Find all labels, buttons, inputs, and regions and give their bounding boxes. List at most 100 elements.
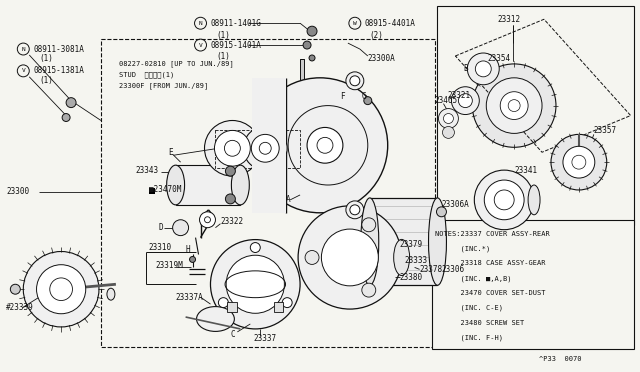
Bar bbox=[101, 39, 435, 347]
Circle shape bbox=[444, 113, 453, 124]
Circle shape bbox=[62, 113, 70, 122]
Circle shape bbox=[298, 206, 402, 309]
Circle shape bbox=[551, 134, 607, 190]
Text: ■23470M: ■23470M bbox=[148, 186, 181, 195]
Ellipse shape bbox=[252, 78, 388, 213]
Text: (INC. ■,A,B): (INC. ■,A,B) bbox=[435, 275, 512, 282]
Circle shape bbox=[303, 41, 311, 49]
Circle shape bbox=[436, 207, 447, 217]
Circle shape bbox=[225, 194, 236, 204]
Circle shape bbox=[307, 26, 317, 36]
Text: 23321: 23321 bbox=[447, 91, 470, 100]
Circle shape bbox=[486, 78, 542, 134]
Ellipse shape bbox=[107, 288, 115, 300]
Bar bbox=[227, 302, 237, 312]
Circle shape bbox=[282, 298, 292, 308]
Bar bbox=[273, 302, 284, 312]
Text: D: D bbox=[159, 223, 163, 232]
Circle shape bbox=[36, 265, 86, 314]
Circle shape bbox=[205, 121, 260, 176]
Text: 08915-4401A: 08915-4401A bbox=[365, 19, 415, 28]
Text: 23337: 23337 bbox=[253, 334, 276, 343]
Circle shape bbox=[484, 180, 524, 220]
Circle shape bbox=[66, 98, 76, 108]
Circle shape bbox=[226, 255, 284, 313]
Circle shape bbox=[500, 92, 528, 119]
Circle shape bbox=[200, 212, 216, 228]
Bar bbox=[300, 59, 304, 87]
Text: 23357: 23357 bbox=[594, 126, 617, 135]
Circle shape bbox=[362, 218, 376, 232]
Circle shape bbox=[225, 166, 236, 176]
Text: ^P33  0070: ^P33 0070 bbox=[539, 356, 582, 362]
Circle shape bbox=[458, 94, 472, 108]
Ellipse shape bbox=[166, 165, 184, 205]
Circle shape bbox=[252, 134, 279, 162]
Circle shape bbox=[474, 170, 534, 230]
Text: 23354: 23354 bbox=[487, 54, 510, 64]
Bar bbox=[438, 6, 634, 225]
Text: A: A bbox=[286, 195, 291, 204]
Text: #23339: #23339 bbox=[6, 302, 34, 312]
Circle shape bbox=[321, 229, 378, 286]
Ellipse shape bbox=[346, 201, 364, 219]
Circle shape bbox=[476, 61, 492, 77]
Text: N: N bbox=[198, 21, 202, 26]
Text: (1): (1) bbox=[39, 54, 53, 64]
Circle shape bbox=[211, 240, 300, 329]
Bar bbox=[252, 78, 286, 213]
Text: (1): (1) bbox=[216, 31, 230, 40]
Circle shape bbox=[243, 126, 287, 170]
Text: (INC.*): (INC.*) bbox=[435, 245, 491, 252]
Text: 23379: 23379 bbox=[399, 240, 423, 249]
Text: 08915-1401A: 08915-1401A bbox=[211, 41, 261, 49]
Circle shape bbox=[451, 87, 479, 115]
Circle shape bbox=[307, 128, 343, 163]
Text: STUD  スタッド(1): STUD スタッド(1) bbox=[119, 71, 174, 78]
Text: W: W bbox=[353, 21, 356, 26]
Text: 23306A: 23306A bbox=[442, 201, 469, 209]
Text: 23319M: 23319M bbox=[156, 261, 184, 270]
Bar bbox=[370, 198, 438, 285]
Bar bbox=[216, 131, 300, 168]
Circle shape bbox=[563, 146, 595, 178]
Text: H: H bbox=[186, 245, 190, 254]
Text: B: B bbox=[463, 64, 468, 73]
Text: F: F bbox=[340, 92, 344, 101]
Circle shape bbox=[438, 109, 458, 128]
Text: 23341: 23341 bbox=[514, 166, 537, 174]
Ellipse shape bbox=[196, 307, 234, 331]
Circle shape bbox=[10, 284, 20, 294]
Text: 23480 SCREW SET: 23480 SCREW SET bbox=[435, 320, 525, 326]
Ellipse shape bbox=[346, 72, 364, 90]
Circle shape bbox=[23, 251, 99, 327]
Circle shape bbox=[309, 55, 315, 61]
Text: 23380: 23380 bbox=[399, 273, 423, 282]
Circle shape bbox=[173, 220, 189, 235]
Text: (2): (2) bbox=[370, 31, 383, 40]
Text: G: G bbox=[362, 92, 367, 101]
Text: (1): (1) bbox=[39, 76, 53, 85]
Text: 23322: 23322 bbox=[220, 217, 244, 226]
Text: 08911-3081A: 08911-3081A bbox=[33, 45, 84, 54]
Bar bbox=[175, 165, 241, 205]
Text: 08911-1401G: 08911-1401G bbox=[211, 19, 261, 28]
Text: 23312: 23312 bbox=[497, 15, 520, 24]
Circle shape bbox=[214, 131, 250, 166]
Text: 23300A: 23300A bbox=[368, 54, 396, 64]
Text: NOTES:23337 COVER ASSY-REAR: NOTES:23337 COVER ASSY-REAR bbox=[435, 231, 550, 237]
Circle shape bbox=[467, 53, 499, 85]
Ellipse shape bbox=[429, 198, 447, 285]
Circle shape bbox=[218, 298, 228, 308]
Circle shape bbox=[362, 283, 376, 297]
Text: 23318 CASE ASSY-GEAR: 23318 CASE ASSY-GEAR bbox=[435, 260, 546, 266]
Text: 23337A: 23337A bbox=[175, 293, 204, 302]
Text: N: N bbox=[21, 46, 25, 52]
Bar bbox=[148, 188, 155, 194]
Text: 23465: 23465 bbox=[435, 96, 458, 105]
Text: 23470 COVER SET-DUST: 23470 COVER SET-DUST bbox=[435, 290, 546, 296]
Text: 23300: 23300 bbox=[6, 187, 29, 196]
Text: (INC. F-H): (INC. F-H) bbox=[435, 334, 504, 341]
Text: 08227-02810 [UP TO JUN./89]: 08227-02810 [UP TO JUN./89] bbox=[119, 61, 234, 67]
Text: V: V bbox=[21, 68, 25, 73]
